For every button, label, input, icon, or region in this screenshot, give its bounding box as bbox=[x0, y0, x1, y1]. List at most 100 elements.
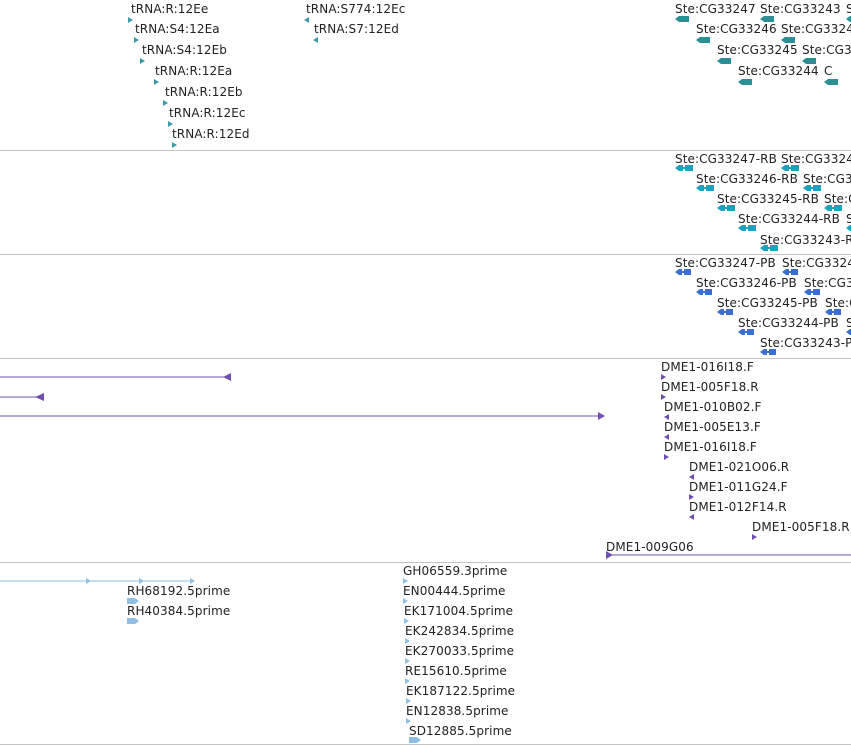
feature-label[interactable]: Ste:CG33246 bbox=[696, 22, 777, 36]
feature-label[interactable]: RE15610.5prime bbox=[405, 664, 507, 678]
gene-feature-glyph[interactable] bbox=[717, 58, 731, 64]
gene-feature-glyph[interactable] bbox=[781, 37, 795, 43]
gene-feature-glyph[interactable] bbox=[696, 37, 710, 43]
feature-label[interactable]: Ste:CG33246-PB bbox=[696, 276, 797, 290]
feature-label[interactable]: DME1-012F14.R bbox=[689, 500, 787, 514]
feature-label[interactable]: SD12885.5prime bbox=[409, 724, 512, 738]
feature-label[interactable]: EN12838.5prime bbox=[406, 704, 509, 718]
protein-feature-glyph[interactable] bbox=[717, 309, 733, 315]
trna-feature-glyph[interactable] bbox=[163, 100, 169, 107]
transcript-feature-glyph[interactable] bbox=[760, 245, 778, 251]
est-feature-glyph[interactable] bbox=[127, 618, 139, 624]
est-feature-glyph[interactable] bbox=[409, 737, 421, 743]
feature-label[interactable]: tRNA:R:12Ed bbox=[172, 127, 250, 141]
feature-label[interactable]: tRNA:R:12Ea bbox=[155, 64, 233, 78]
feature-label[interactable]: tRNA:S4:12Eb bbox=[142, 43, 228, 57]
gene-feature-glyph[interactable] bbox=[824, 79, 838, 85]
feature-label[interactable]: EK187122.5prime bbox=[406, 684, 516, 698]
transcript-feature-glyph[interactable] bbox=[675, 165, 693, 171]
feature-label[interactable]: Ste:CG33246-RB bbox=[696, 172, 798, 186]
est-feature-glyph[interactable] bbox=[406, 698, 412, 705]
feature-label[interactable]: Ste:CG3 bbox=[803, 172, 851, 186]
protein-feature-glyph[interactable] bbox=[846, 329, 851, 335]
est-feature-glyph[interactable] bbox=[403, 598, 409, 605]
protein-feature-glyph[interactable] bbox=[675, 269, 691, 275]
feature-label[interactable]: tRNA:S4:12Ea bbox=[135, 22, 220, 36]
feature-label[interactable]: Ste:C bbox=[825, 296, 851, 310]
feature-label[interactable]: Ste:CG3 bbox=[804, 276, 851, 290]
est-feature-glyph[interactable] bbox=[127, 598, 139, 604]
feature-label[interactable]: Ste:CG33244 bbox=[738, 64, 819, 78]
feature-label[interactable]: Ste:CG3324 bbox=[781, 22, 851, 36]
trna-feature-glyph[interactable] bbox=[140, 58, 146, 65]
trna-feature-glyph[interactable] bbox=[304, 17, 310, 24]
gene-feature-glyph[interactable] bbox=[760, 16, 774, 22]
feature-label[interactable]: DME1-005E13.F bbox=[664, 420, 761, 434]
feature-label[interactable]: DME1-010B02.F bbox=[664, 400, 762, 414]
feature-label[interactable]: EN00444.5prime bbox=[403, 584, 506, 598]
clone-end-glyph[interactable] bbox=[664, 414, 670, 421]
feature-label[interactable]: EK270033.5prime bbox=[405, 644, 515, 658]
trna-feature-glyph[interactable] bbox=[134, 37, 140, 44]
feature-label[interactable]: tRNA:S7:12Ed bbox=[314, 22, 400, 36]
clone-end-glyph[interactable] bbox=[752, 534, 758, 541]
feature-label[interactable]: Ste:CG33244-PB bbox=[738, 316, 839, 330]
feature-label[interactable]: DME1-016I18.F bbox=[661, 360, 754, 374]
feature-label[interactable]: DME1-016I18.F bbox=[664, 440, 757, 454]
clone-end-glyph[interactable] bbox=[689, 494, 695, 501]
protein-feature-glyph[interactable] bbox=[760, 349, 776, 355]
transcript-feature-glyph[interactable] bbox=[781, 165, 799, 171]
trna-feature-glyph[interactable] bbox=[128, 17, 134, 24]
protein-feature-glyph[interactable] bbox=[696, 289, 712, 295]
feature-label[interactable]: Ste:CG33245-PB bbox=[717, 296, 818, 310]
est-feature-glyph[interactable] bbox=[405, 658, 411, 665]
est-feature-glyph[interactable] bbox=[403, 578, 409, 585]
feature-label[interactable]: DME1-005F18.R bbox=[752, 520, 850, 534]
feature-label[interactable]: Ste:CG3324 bbox=[781, 152, 851, 166]
transcript-feature-glyph[interactable] bbox=[846, 225, 851, 231]
transcript-feature-glyph[interactable] bbox=[696, 185, 714, 191]
feature-label[interactable]: Ste:CG3 bbox=[802, 43, 851, 57]
feature-label[interactable]: EK242834.5prime bbox=[405, 624, 515, 638]
trna-feature-glyph[interactable] bbox=[172, 142, 178, 149]
trna-feature-glyph[interactable] bbox=[154, 79, 160, 86]
feature-label[interactable]: tRNA:R:12Eb bbox=[165, 85, 243, 99]
feature-label[interactable]: DME1-009G06 bbox=[606, 540, 694, 554]
clone-end-glyph[interactable] bbox=[664, 434, 670, 441]
feature-label[interactable]: S bbox=[846, 316, 851, 330]
est-feature-glyph[interactable] bbox=[405, 678, 411, 685]
transcript-feature-glyph[interactable] bbox=[803, 185, 821, 191]
protein-feature-glyph[interactable] bbox=[804, 289, 820, 295]
trna-feature-glyph[interactable] bbox=[313, 37, 319, 44]
feature-label[interactable]: DME1-011G24.F bbox=[689, 480, 788, 494]
feature-label[interactable]: Ste:CG33247-PB bbox=[675, 256, 776, 270]
est-feature-glyph[interactable] bbox=[406, 718, 412, 725]
protein-feature-glyph[interactable] bbox=[782, 269, 798, 275]
transcript-feature-glyph[interactable] bbox=[824, 205, 842, 211]
clone-end-glyph[interactable] bbox=[689, 474, 695, 481]
feature-label[interactable]: DME1-021O06.R bbox=[689, 460, 790, 474]
feature-label[interactable]: Ste:CG33243 bbox=[760, 2, 841, 16]
feature-label[interactable]: Ste:CG33244-RB bbox=[738, 212, 840, 226]
feature-label[interactable]: S bbox=[846, 212, 851, 226]
feature-label[interactable]: C bbox=[824, 64, 833, 78]
feature-label[interactable]: Ste:CG3324 bbox=[782, 256, 851, 270]
feature-label[interactable]: tRNA:R:12Ec bbox=[169, 106, 246, 120]
feature-label[interactable]: RH40384.5prime bbox=[127, 604, 231, 618]
clone-end-glyph[interactable] bbox=[661, 394, 667, 401]
feature-label[interactable]: S bbox=[846, 2, 851, 16]
protein-feature-glyph[interactable] bbox=[825, 309, 841, 315]
transcript-feature-glyph[interactable] bbox=[717, 205, 735, 211]
feature-label[interactable]: Ste:CG33243-R bbox=[760, 233, 851, 247]
feature-label[interactable]: RH68192.5prime bbox=[127, 584, 231, 598]
feature-label[interactable]: Ste:CG33247-RB bbox=[675, 152, 777, 166]
feature-label[interactable]: Ste:C bbox=[824, 192, 851, 206]
transcript-feature-glyph[interactable] bbox=[738, 225, 756, 231]
feature-label[interactable]: GH06559.3prime bbox=[403, 564, 508, 578]
protein-feature-glyph[interactable] bbox=[738, 329, 754, 335]
gene-feature-glyph[interactable] bbox=[846, 16, 851, 22]
gene-feature-glyph[interactable] bbox=[738, 79, 752, 85]
feature-label[interactable]: Ste:CG33247 bbox=[675, 2, 756, 16]
feature-label[interactable]: Ste:CG33245 bbox=[717, 43, 798, 57]
est-feature-glyph[interactable] bbox=[404, 618, 410, 625]
